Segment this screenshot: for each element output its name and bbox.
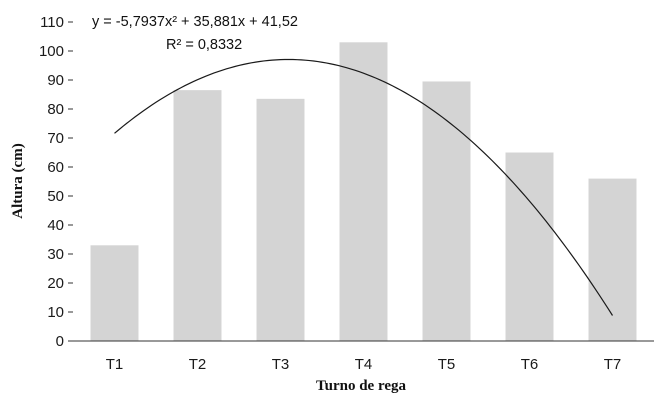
y-tick-label: 50 <box>47 188 64 205</box>
y-tick-label: 90 <box>47 72 64 89</box>
x-axis-title: Turno de rega <box>316 378 407 393</box>
bar-t2 <box>173 90 222 342</box>
bar-t5 <box>422 81 471 341</box>
trendline <box>114 58 614 316</box>
y-tick-label: 30 <box>47 246 64 263</box>
x-tick-label: T2 <box>189 356 207 373</box>
y-tick-label: 110 <box>40 14 64 31</box>
y-tick-label: 40 <box>47 217 64 234</box>
x-tick-label: T7 <box>604 356 622 373</box>
x-tick-label: T6 <box>521 356 539 373</box>
bar-t7 <box>588 178 637 341</box>
y-tick-label: 0 <box>56 333 64 350</box>
x-axis-ticks: T1 T2 T3 T4 T5 T6 T7 <box>106 356 622 373</box>
bar-t6 <box>505 152 554 341</box>
bars <box>90 42 637 342</box>
bar-t3 <box>256 98 305 341</box>
bar-t1 <box>90 245 139 341</box>
x-tick-label: T1 <box>106 356 124 373</box>
y-tick-label: 10 <box>47 304 64 321</box>
x-tick-label: T5 <box>438 356 456 373</box>
r-squared-label: R² = 0,8332 <box>166 37 242 53</box>
x-tick-label: T3 <box>272 356 290 373</box>
y-tick-label: 20 <box>47 275 64 292</box>
y-tick-label: 80 <box>47 101 64 118</box>
y-tick-label: 100 <box>39 43 64 60</box>
bar-t4 <box>339 42 388 342</box>
y-axis-title: Altura (cm) <box>10 143 26 218</box>
x-tick-label: T4 <box>355 356 373 373</box>
y-tick-label: 60 <box>47 159 64 176</box>
y-axis-ticks: 0 10 20 30 40 50 60 70 80 90 100 110 <box>39 14 73 350</box>
y-tick-label: 70 <box>47 130 64 147</box>
trendline-equation: y = -5,7937x² + 35,881x + 41,52 <box>92 14 298 30</box>
